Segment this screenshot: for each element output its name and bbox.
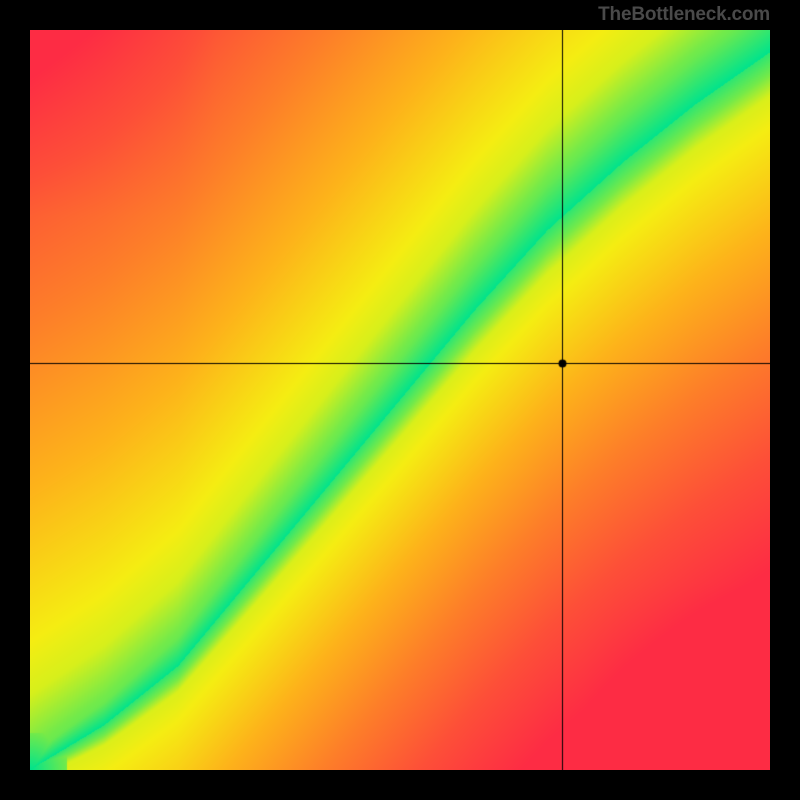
attribution-text: TheBottleneck.com xyxy=(598,4,770,26)
crosshair-overlay xyxy=(30,30,770,770)
chart-container: TheBottleneck.com xyxy=(0,0,800,800)
